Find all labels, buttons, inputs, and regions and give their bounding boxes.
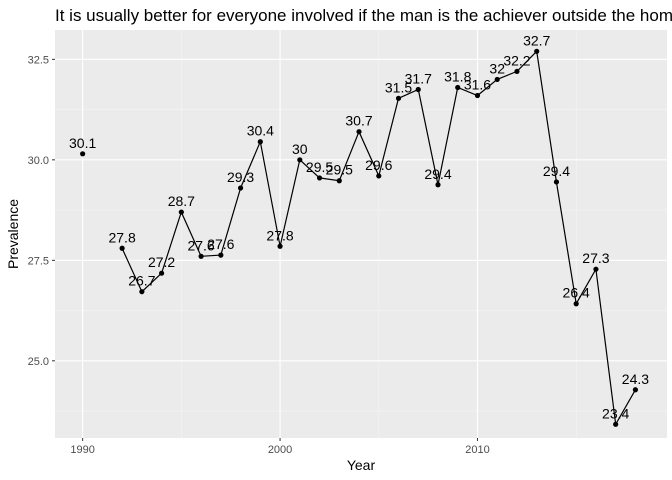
minor-gridlines <box>55 30 667 438</box>
data-label: 31.5 <box>385 79 412 95</box>
data-label: 23.4 <box>602 405 629 421</box>
data-label: 29.5 <box>306 159 333 175</box>
data-label: 24.3 <box>622 371 649 387</box>
y-tick-label: 32.5 <box>28 54 49 66</box>
x-tick-label: 2010 <box>465 444 489 456</box>
data-point <box>613 421 619 427</box>
data-label: 27.6 <box>207 236 234 252</box>
data-point <box>395 95 402 101</box>
data-label: 27.8 <box>108 229 135 245</box>
data-point <box>139 289 145 295</box>
data-point <box>514 68 520 75</box>
data-point <box>257 139 263 145</box>
data-label: 30.4 <box>247 123 274 139</box>
y-axis-title: Prevalence <box>5 199 21 269</box>
data-point <box>494 76 500 83</box>
data-point <box>316 175 323 181</box>
data-label: 29.6 <box>365 157 392 173</box>
series-layer <box>80 48 639 427</box>
y-tick-label: 27.5 <box>28 255 49 267</box>
data-point <box>198 253 204 259</box>
y-tick-label: 25.0 <box>28 356 49 368</box>
data-label: 30.7 <box>345 113 372 129</box>
data-label: 29.4 <box>424 166 451 182</box>
data-point <box>553 179 560 185</box>
data-labels: 30.1 27.8 26.7 27.2 28.7 27.627.6 29.3 30.4 27.8… <box>69 32 649 421</box>
data-point <box>415 86 421 93</box>
chart-title: It is usually better for everyone involv… <box>55 6 672 25</box>
data-label: 27.3 <box>582 250 609 266</box>
major-gridlines <box>55 30 667 438</box>
x-tick-label: 2000 <box>268 444 292 456</box>
data-label: 26.4 <box>563 285 590 301</box>
data-point <box>474 92 481 99</box>
x-tick-label: 1990 <box>70 444 94 456</box>
data-label: 32.2 <box>503 52 530 68</box>
data-point <box>573 301 579 307</box>
data-label: 29.4 <box>543 163 570 179</box>
data-label: 30 <box>292 141 308 157</box>
data-label: 29.5 <box>326 162 353 178</box>
data-label: 29.3 <box>227 169 254 185</box>
data-point <box>159 270 165 276</box>
data-point <box>376 173 382 179</box>
x-axis-ticks: 1990 2000 2010 <box>70 438 490 456</box>
data-label: 30.1 <box>69 135 96 151</box>
data-label: 26.7 <box>128 273 155 289</box>
data-point <box>593 266 599 272</box>
data-point <box>218 252 224 258</box>
data-point <box>534 48 540 54</box>
data-point <box>277 243 283 249</box>
data-point <box>237 185 244 191</box>
data-label: 27.2 <box>148 254 175 270</box>
y-axis-ticks: 25.0 27.5 30.0 32.5 <box>28 54 55 368</box>
data-point <box>178 209 184 215</box>
data-point <box>455 84 461 91</box>
data-point <box>297 157 303 163</box>
x-axis-title: Year <box>347 457 376 473</box>
data-point <box>119 245 125 251</box>
data-label: 32.7 <box>523 32 550 48</box>
data-point <box>336 178 342 184</box>
data-point <box>435 182 441 188</box>
data-label: 31.8 <box>444 68 471 84</box>
plot-panel <box>55 30 667 438</box>
data-point <box>632 387 639 393</box>
data-label: 27.6 <box>187 237 214 253</box>
data-label: 32 <box>489 60 505 76</box>
data-label: 28.7 <box>168 193 195 209</box>
data-point <box>356 129 362 135</box>
y-tick-label: 30.0 <box>28 155 49 167</box>
data-label: 27.8 <box>266 227 293 243</box>
data-label: 31.7 <box>405 70 432 86</box>
data-label: 31.6 <box>464 77 491 93</box>
data-point <box>80 151 86 157</box>
